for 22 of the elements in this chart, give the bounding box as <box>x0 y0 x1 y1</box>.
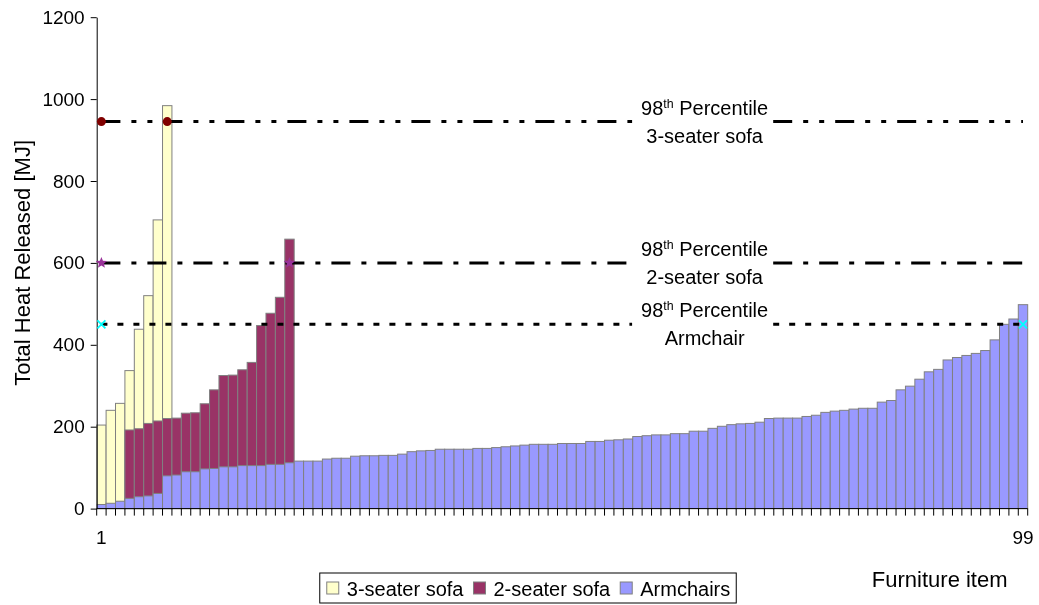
y-axis-title: Total Heat Released [MJ] <box>9 140 35 386</box>
ref-line-label: 98$^{th}$ Percentile Armchair <box>641 299 769 350</box>
point <box>162 117 172 127</box>
point <box>1018 319 1028 330</box>
point <box>96 319 107 330</box>
y-tick-label: 600 <box>53 252 85 274</box>
legend-label: Armchairs <box>640 578 731 600</box>
point <box>96 117 106 127</box>
x-axis-title: Furniture item <box>871 567 1008 592</box>
y-tick-label: 400 <box>53 334 85 356</box>
y-tick-label: 200 <box>53 416 85 438</box>
legend-label: 2-seater sofa <box>493 578 612 600</box>
y-tick-label: 1200 <box>42 6 85 28</box>
point <box>95 256 108 268</box>
ref-line-label: 98$^{th}$ Percentile 3-seater sofa <box>641 96 769 147</box>
ref-line-label: 98$^{th}$ Percentile 2-seater sofa <box>641 237 769 288</box>
x-tick-label: 99 <box>1012 526 1034 548</box>
x-tick-label: 1 <box>96 526 107 548</box>
y-tick-label: 1000 <box>42 88 85 110</box>
y-tick-label: 0 <box>74 498 85 520</box>
y-tick-label: 800 <box>53 170 85 192</box>
legend-label: 3-seater sofa <box>346 578 465 600</box>
